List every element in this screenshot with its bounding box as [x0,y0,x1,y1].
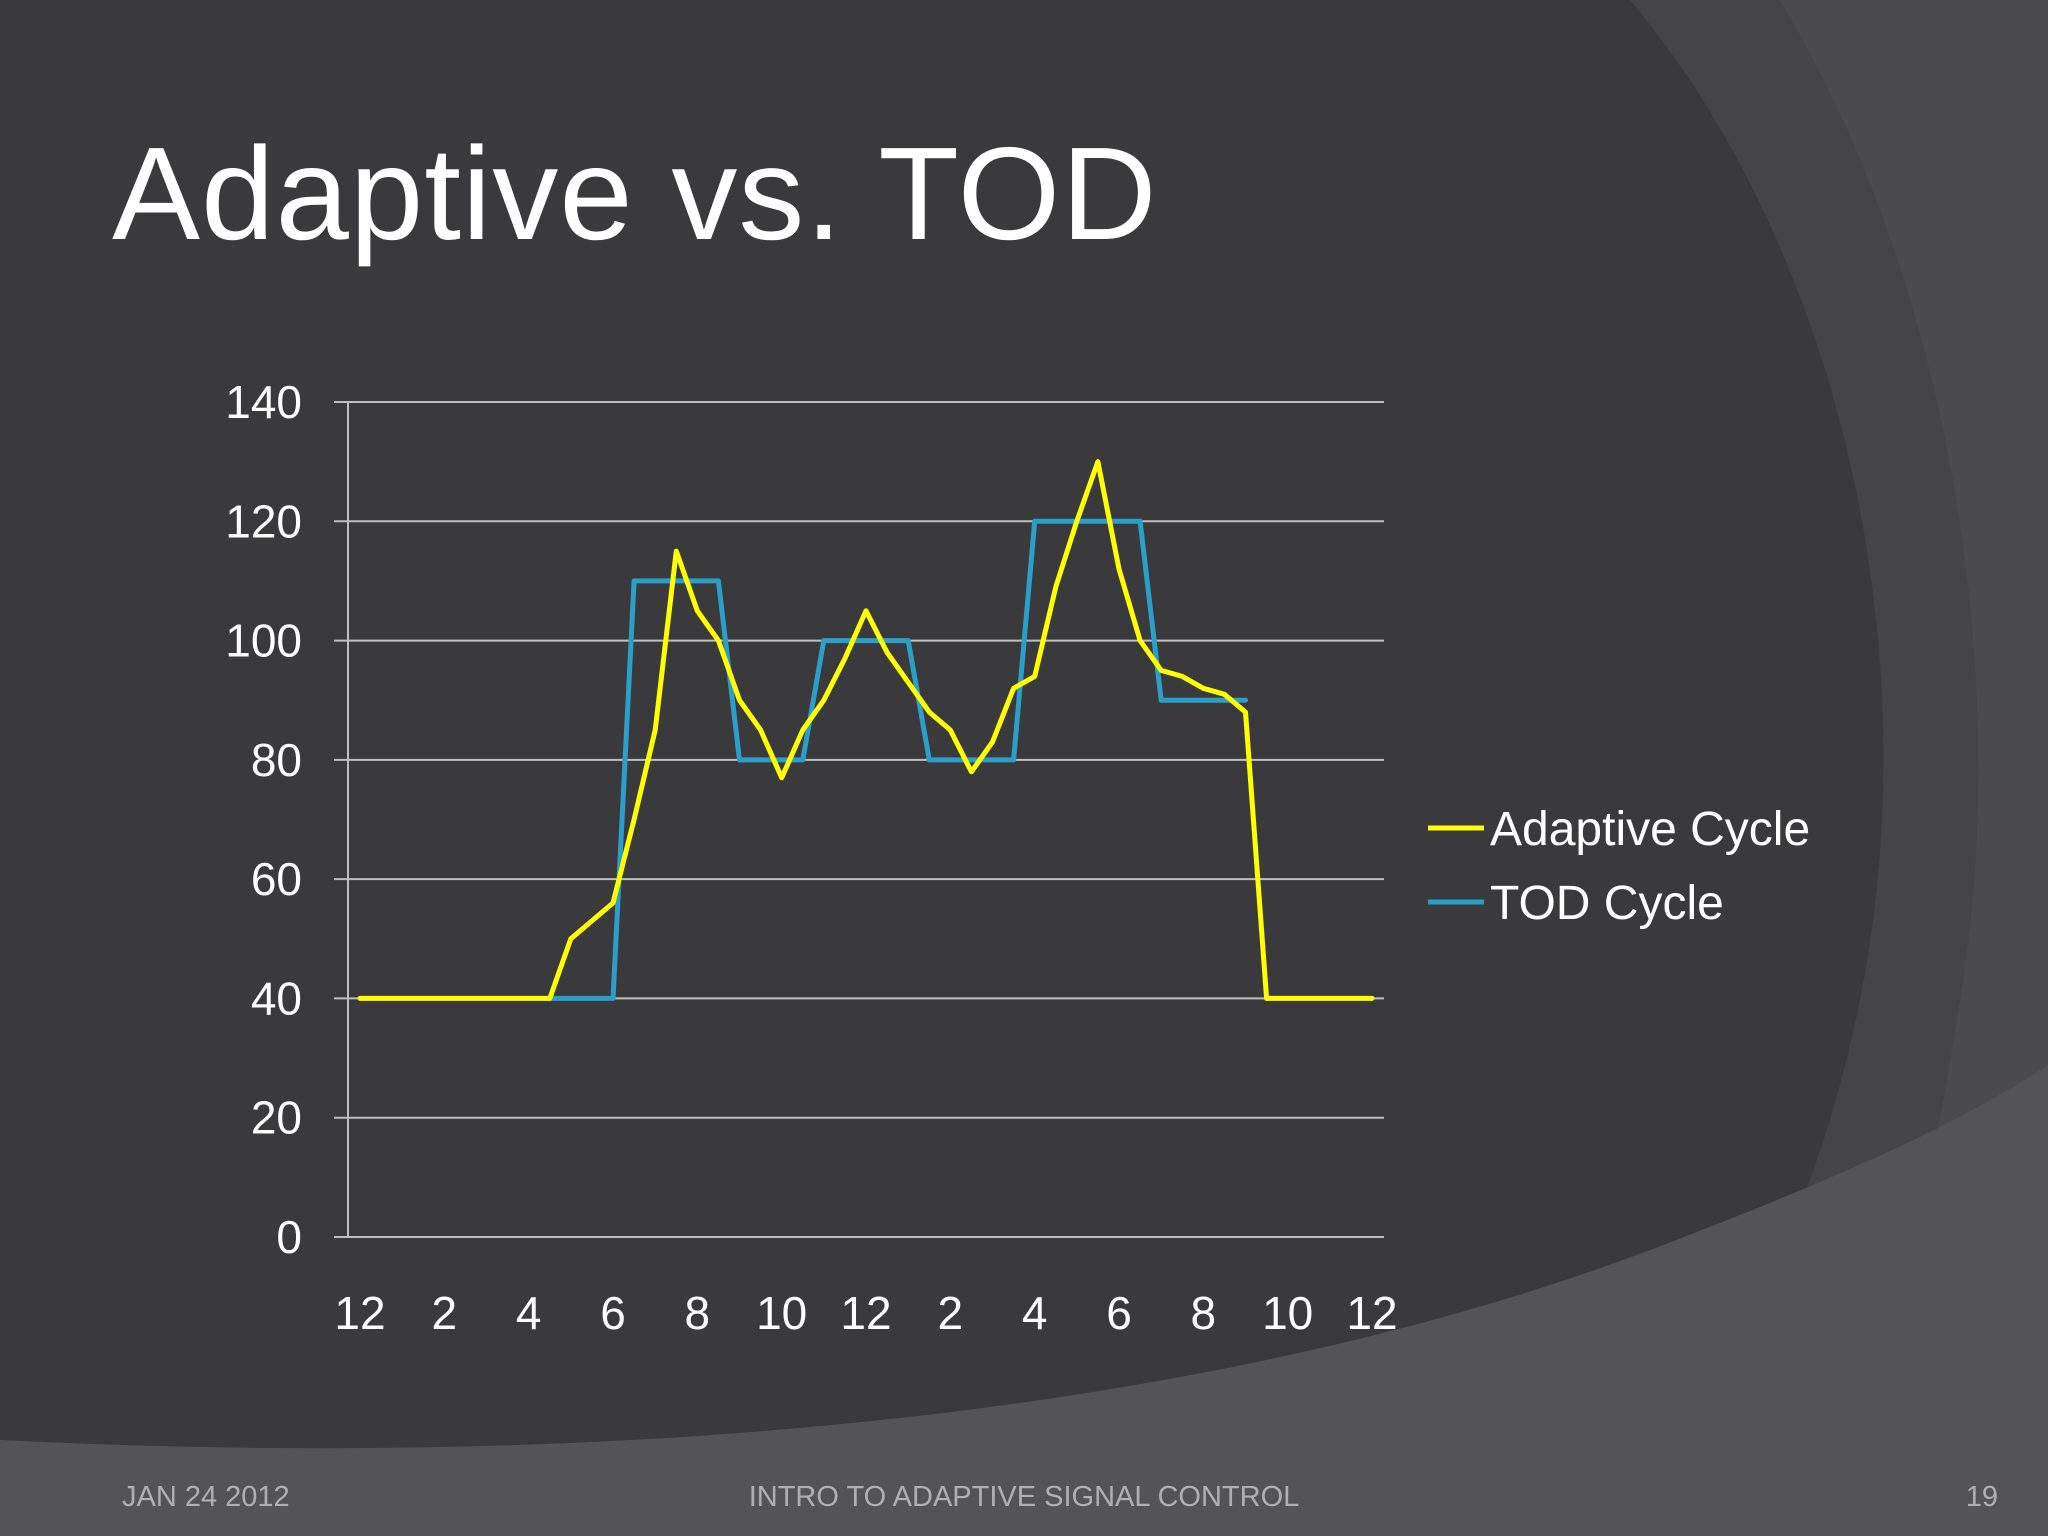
series-line-adaptive-cycle [357,459,1375,1001]
x-tick-label: 2 [938,1287,964,1339]
x-tick-label: 12 [334,1287,385,1339]
legend-label: Adaptive Cycle [1490,803,1810,856]
x-tick-label: 6 [600,1287,626,1339]
series-line-tod-cycle [547,518,1248,1001]
x-tick-label: 8 [685,1287,711,1339]
y-tick-label: 40 [251,972,302,1024]
y-tick-label: 100 [225,615,302,667]
x-tick-label: 12 [1346,1287,1397,1339]
x-tick-label: 10 [756,1287,807,1339]
legend-label: TOD Cycle [1490,877,1724,930]
x-tick-label: 12 [840,1287,891,1339]
footer-date: JAN 24 2012 [122,1481,290,1513]
x-tick-label: 8 [1191,1287,1217,1339]
x-axis-ticks: 12 2 4 6 8 10 12 2 4 6 8 10 12 [334,1287,1397,1339]
chart-legend: Adaptive Cycle TOD Cycle [1428,803,1810,930]
page-number: 19 [1965,1481,1998,1513]
x-tick-label: 2 [432,1287,458,1339]
x-tick-label: 4 [1022,1287,1048,1339]
y-tick-label: 20 [251,1092,302,1144]
x-tick-label: 10 [1262,1287,1313,1339]
footer-band [0,1065,2048,1536]
x-tick-label: 4 [516,1287,542,1339]
slide-title: Adaptive vs. TOD [112,120,1158,267]
footer-title: INTRO TO ADAPTIVE SIGNAL CONTROL [748,1481,1300,1513]
x-tick-label: 6 [1106,1287,1132,1339]
y-tick-label: 0 [276,1211,302,1263]
y-tick-label: 120 [225,495,302,547]
y-tick-label: 140 [225,376,302,428]
y-axis-ticks: 0 20 40 60 80 100 120 140 [225,376,302,1263]
y-tick-label: 80 [251,734,302,786]
y-tick-label: 60 [251,853,302,905]
chart-series [357,459,1375,1001]
chart-gridlines [334,401,1384,1238]
